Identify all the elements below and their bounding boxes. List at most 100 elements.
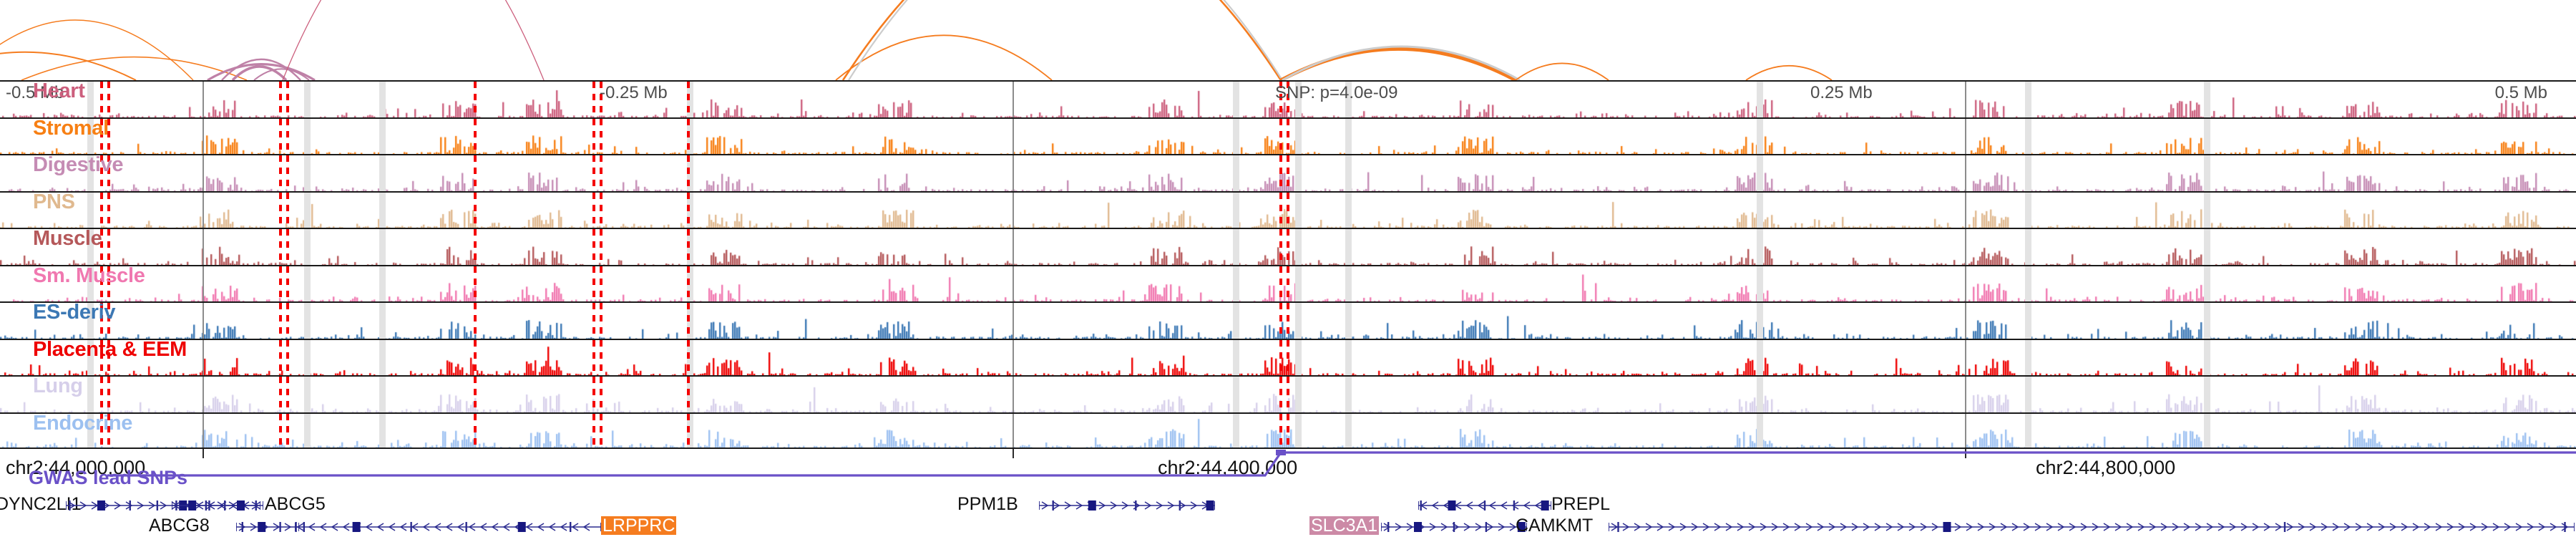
gene-model[interactable]: [1418, 494, 1551, 513]
variant-marker-line: [286, 192, 289, 228]
variant-marker-line: [600, 192, 602, 228]
coordinate-guideline: [1013, 229, 1014, 265]
gene-label[interactable]: ABCG8: [149, 516, 210, 536]
highlight-band: [1757, 118, 1763, 154]
coordinate-guideline: [203, 192, 204, 228]
interaction-arc: [221, 58, 301, 80]
interaction-arc: [282, 0, 545, 80]
highlight-band: [1233, 118, 1239, 154]
coordinate-guideline: [1013, 82, 1014, 117]
highlight-band: [1345, 377, 1352, 412]
highlight-band: [1757, 82, 1763, 117]
chromatin-interaction-arcs: [0, 0, 2576, 80]
gene-label[interactable]: PREPL: [1551, 494, 1610, 514]
gene-model[interactable]: [295, 516, 601, 534]
gene-row-1: DYNC2LI1 ABCG5 PPM1B PREPL: [0, 494, 2576, 516]
highlight-band: [2204, 229, 2210, 265]
highlight-band: [2204, 266, 2210, 301]
highlight-band: [2025, 303, 2031, 339]
highlight-band: [2204, 155, 2210, 191]
signal-track-stromal: Stromal: [0, 117, 2576, 154]
variant-marker-line: [474, 339, 477, 375]
highlight-band: [2204, 82, 2210, 117]
gene-label[interactable]: CAMKMT: [1516, 516, 1594, 536]
highlight-band: [304, 413, 311, 448]
track-label: Lung: [33, 375, 83, 397]
track-label: ES-deriv: [33, 301, 116, 324]
variant-marker-line: [687, 266, 690, 301]
interaction-arc: [1282, 45, 1521, 80]
highlight-band: [379, 266, 386, 301]
gene-model[interactable]: [1381, 516, 1527, 534]
gene-model[interactable]: [1609, 516, 2575, 534]
variant-marker-line: [1287, 155, 1289, 191]
coordinate-guideline: [1965, 82, 1966, 117]
signal-track-heart: Heart -0.5 Mb -0.25 Mb SNP: p=4.0e-09 0.25 M…: [0, 80, 2576, 117]
variant-marker-line: [1279, 229, 1282, 265]
variant-marker-line: [687, 192, 690, 228]
highlight-band: [87, 339, 94, 375]
variant-marker-line: [286, 303, 289, 339]
variant-marker-line: [107, 266, 110, 301]
highlight-band: [1233, 377, 1239, 412]
variant-marker-line: [474, 377, 477, 412]
gene-model[interactable]: [1039, 494, 1215, 513]
track-label: Heart: [33, 80, 85, 102]
highlight-band: [1345, 266, 1352, 301]
interaction-arc: [835, 34, 1053, 80]
variant-marker-line: [279, 82, 282, 117]
coordinate-guideline: [203, 339, 204, 375]
highlight-band: [304, 266, 311, 301]
variant-marker-line: [100, 303, 103, 339]
signal-track-pns: PNS: [0, 190, 2576, 228]
variant-marker-line: [1279, 377, 1282, 412]
coordinate-guideline: [1965, 118, 1966, 154]
highlight-band: [2204, 339, 2210, 375]
highlight-band: [1295, 192, 1302, 228]
gwas-connector-line: [107, 451, 2576, 477]
variant-marker-line: [592, 229, 595, 265]
gene-label[interactable]: DYNC2LI1: [0, 494, 82, 514]
variant-marker-line: [1279, 303, 1282, 339]
highlight-band: [2025, 339, 2031, 375]
variant-marker-line: [107, 229, 110, 265]
highlight-band: [304, 377, 311, 412]
variant-marker-line: [474, 192, 477, 228]
coordinate-guideline: [1965, 339, 1966, 375]
gwas-svg: [107, 450, 2576, 477]
variant-marker-line: [100, 377, 103, 412]
variant-marker-line: [107, 192, 110, 228]
highlight-band: [1295, 266, 1302, 301]
variant-marker-line: [279, 303, 282, 339]
gene-model[interactable]: [236, 516, 299, 534]
variant-marker-line: [474, 266, 477, 301]
variant-marker-line: [1279, 82, 1282, 117]
coordinate-guideline: [1013, 118, 1014, 154]
gene-row-2: ABCG8 LRPPRC SLC3A1 CAMKMT: [0, 516, 2576, 537]
variant-marker-line: [600, 229, 602, 265]
variant-marker-line: [592, 303, 595, 339]
variant-marker-line: [286, 266, 289, 301]
gene-label[interactable]: LRPPRC: [601, 516, 677, 536]
variant-marker-line: [600, 118, 602, 154]
gene-label[interactable]: ABCG5: [265, 494, 326, 514]
gene-model[interactable]: [172, 494, 263, 513]
highlight-band: [2025, 377, 2031, 412]
arcs-svg: [0, 0, 1833, 80]
variant-marker-line: [687, 303, 690, 339]
variant-marker-line: [279, 155, 282, 191]
highlight-band: [1757, 155, 1763, 191]
gwas-lead-snp-marker[interactable]: [1276, 450, 1286, 455]
interaction-arc: [0, 19, 194, 80]
gene-label[interactable]: PPM1B: [957, 494, 1018, 514]
highlight-band: [1345, 339, 1352, 375]
variant-marker-line: [1287, 82, 1289, 117]
signal-track-placenta-eem: Placenta & EEM: [0, 338, 2576, 375]
variant-marker-line: [279, 413, 282, 448]
variant-marker-line: [687, 413, 690, 448]
variant-marker-line: [286, 229, 289, 265]
signal-track-digestive: Digestive: [0, 154, 2576, 191]
variant-marker-line: [100, 266, 103, 301]
gene-label[interactable]: SLC3A1: [1309, 516, 1380, 536]
coordinate-guideline: [1013, 339, 1014, 375]
